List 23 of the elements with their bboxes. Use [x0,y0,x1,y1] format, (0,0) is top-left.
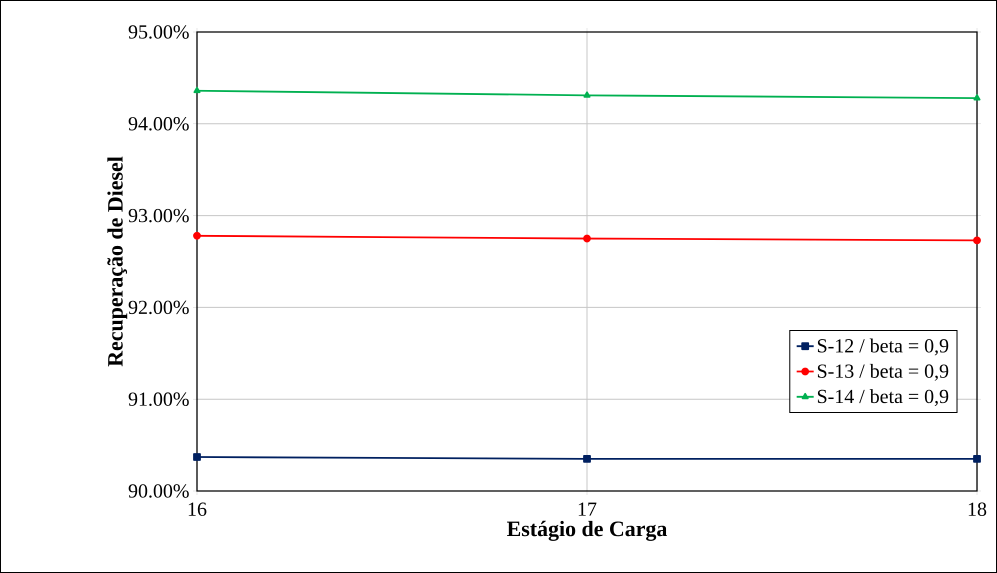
point [584,91,590,98]
y-tick-label: 94.00% [128,117,189,131]
x-tick-label: 17 [578,502,596,516]
point [973,236,981,244]
x-axis-title: Estágio de Carga [507,520,668,541]
y-tick-label: 90.00% [128,484,189,498]
x-tick-label: 16 [188,502,206,516]
legend-label: S-12 / beta = 0,9 [818,338,948,356]
point [193,232,201,240]
point [974,94,981,100]
legend-label: S-13 / beta = 0,9 [818,364,948,381]
legend-label: S-14 / beta = 0,9 [818,389,948,406]
y-tick-label: 91.00% [128,392,189,406]
y-tick-label: 95.00% [128,25,189,39]
point [194,86,200,94]
point [973,454,981,463]
point [583,454,591,463]
point [193,453,201,461]
y-tick-label: 93.00% [128,208,189,222]
x-tick-label: 18 [968,502,986,516]
y-tick-label: 92.00% [128,300,189,314]
point [583,234,591,242]
y-axis-title: Recuperação de Diesel [107,156,128,366]
